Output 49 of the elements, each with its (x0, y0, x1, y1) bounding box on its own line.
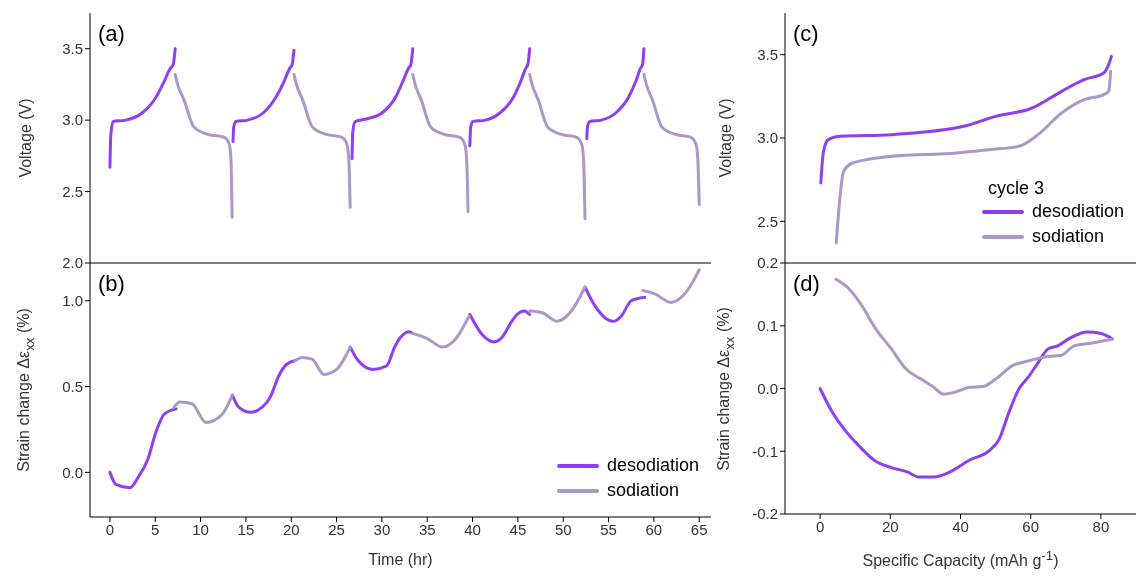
y-tick-label: 0.0 (757, 379, 778, 397)
x-tick-label: 0 (105, 520, 115, 538)
legend-label: desodiation (606, 455, 699, 476)
annotation: (c) (793, 21, 819, 47)
x-tick-label: 50 (554, 520, 572, 538)
x-tick-label: 20 (881, 517, 899, 535)
x-tick-label: 25 (328, 520, 345, 538)
x-tick-label: 5 (151, 520, 160, 538)
legend-label: sodiation (1031, 226, 1104, 247)
y-tick-label: 3.5 (62, 40, 83, 58)
x-tick-label: 65 (690, 520, 708, 538)
y-tick-label: 3.5 (757, 45, 778, 63)
annotation: (d) (793, 271, 820, 297)
x-tick-label: 0 (815, 517, 825, 535)
y-axis-title: Voltage (V) (717, 98, 735, 178)
y-tick-label: 3.0 (62, 111, 83, 129)
x-tick-label: 40 (952, 517, 969, 535)
x-tick-label: 80 (1092, 517, 1110, 535)
y-tick-label: -0.2 (752, 505, 778, 523)
x-axis-title: Time (hr) (368, 551, 433, 569)
y-tick-label: -0.1 (752, 442, 778, 460)
x-tick-label: 45 (509, 520, 527, 538)
x-tick-label: 35 (418, 520, 436, 538)
x-tick-label: 55 (600, 520, 617, 538)
x-axis-title: Specific Capacity (mAh g$^{-1}$) (862, 548, 1059, 571)
legend-label: desodiation (1031, 201, 1124, 222)
y-tick-label: 0.2 (757, 254, 778, 272)
x-tick-label: 15 (237, 520, 255, 538)
legend-label: sodiation (606, 480, 679, 501)
line-series (818, 330, 1114, 479)
x-tick-label: 10 (192, 520, 209, 538)
y-tick-label: 2.5 (62, 182, 83, 200)
line-series (834, 277, 1114, 396)
x-tick-label: 60 (645, 520, 663, 538)
legend-title: cycle 3 (987, 178, 1045, 199)
y-tick-label: 2.5 (757, 212, 778, 230)
y-tick-label: 0.5 (62, 377, 83, 395)
x-tick-label: 60 (1022, 517, 1040, 535)
x-tick-label: 40 (464, 520, 481, 538)
y-tick-label: 3.0 (757, 129, 778, 147)
y-axis-title: Voltage (V) (17, 98, 35, 178)
y-tick-label: 0.0 (62, 463, 83, 481)
x-tick-label: 20 (282, 520, 300, 538)
y-tick-label: 1.0 (62, 292, 83, 310)
y-tick-label: 2.0 (62, 254, 83, 272)
y-tick-label: 0.1 (757, 317, 778, 335)
annotation: (b) (98, 271, 125, 297)
annotation: (a) (98, 21, 125, 47)
x-tick-label: 30 (373, 520, 391, 538)
